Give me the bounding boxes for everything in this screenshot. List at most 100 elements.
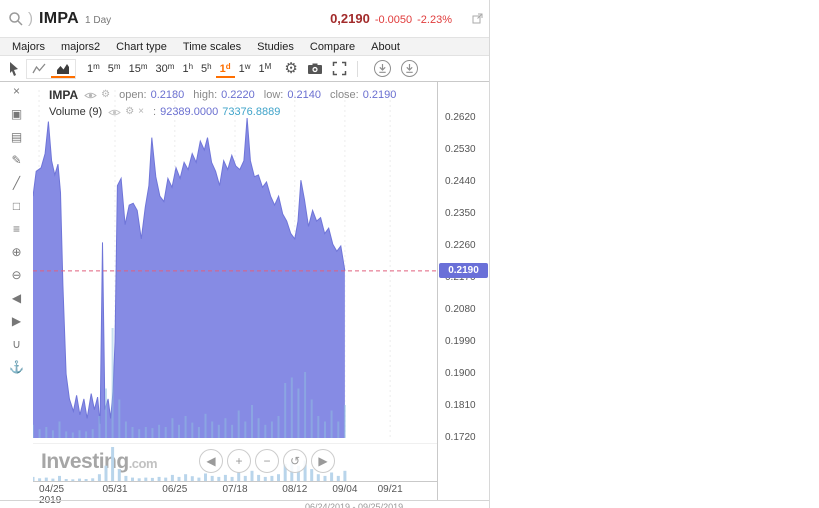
x-axis-label: 04/25 2019 [39, 484, 65, 506]
pan-right-button[interactable]: ▶ [311, 449, 335, 473]
menu-item-majors2[interactable]: majors2 [61, 40, 101, 53]
timeframe-5h[interactable]: 5h [201, 62, 212, 75]
last-price: 0,2190 [330, 11, 370, 26]
volume-study-label: Volume (9) [49, 106, 103, 118]
volume-eye-icon[interactable] [108, 108, 121, 117]
navigator-volume-bars [33, 447, 347, 481]
timeframe-1w[interactable]: 1w [238, 62, 251, 75]
y-axis-label: 0.2530 [445, 144, 476, 155]
trend-line-icon[interactable]: ╱ [12, 176, 21, 190]
menu-item-majors[interactable]: Majors [12, 40, 46, 53]
search-icon[interactable] [8, 11, 24, 27]
volume-separator: : [153, 106, 157, 118]
pan-left-button[interactable]: ◀ [199, 449, 223, 473]
play-tool-icon[interactable]: ▶ [11, 314, 22, 328]
timeframe-caption: 1 Day [85, 14, 112, 26]
bottom-border [0, 500, 489, 501]
area-chart-icon[interactable] [51, 60, 75, 78]
close-icon[interactable]: × [12, 84, 20, 98]
zoom-in-button[interactable]: + [227, 449, 251, 473]
open-label: open: [119, 89, 147, 101]
chart-type-group [26, 58, 76, 79]
y-axis-label: 0.1990 [445, 336, 476, 347]
current-price-tag: 0.2190 [439, 262, 488, 278]
x-axis-label: 08/12 [282, 484, 308, 495]
visibility-eye-icon[interactable] [84, 91, 97, 100]
price-change: -0.0050 [374, 14, 413, 26]
navigator-buttons: ◀ + − ↺ ▶ [199, 449, 335, 473]
camera-icon[interactable] [307, 62, 323, 75]
y-axis-label: 0.2620 [445, 112, 476, 123]
reset-view-button[interactable]: ↺ [283, 449, 307, 473]
parallel-lines-icon[interactable]: ≡ [12, 222, 20, 236]
timeframe-1d[interactable]: 1d [215, 59, 235, 78]
price-area-chart[interactable] [33, 82, 437, 443]
symbol-title: IMPA [39, 9, 80, 27]
alert-tool-icon[interactable]: ◀ [11, 291, 22, 305]
timeframe-5m[interactable]: 5m [107, 62, 121, 75]
y-axis-label: 0.2440 [445, 176, 476, 187]
anchor-tool-icon[interactable]: ⚓ [9, 360, 24, 374]
low-label: low: [263, 89, 284, 101]
settings-gear-icon[interactable]: ⚙ [284, 59, 298, 77]
x-axis-label: 07/18 [222, 484, 248, 495]
volume-settings-icon[interactable]: ⚙ [125, 106, 135, 117]
open-value: 0.2180 [150, 89, 185, 101]
popout-icon[interactable] [472, 13, 483, 24]
magnet-tool-icon[interactable]: ∪ [12, 337, 21, 351]
menu-item-time-scales[interactable]: Time scales [182, 40, 242, 53]
menu-item-about[interactable]: About [371, 40, 400, 53]
x-axis-label: 09/21 [377, 484, 403, 495]
close-value: 0.2190 [362, 89, 397, 101]
chart-toolbar: 1m 5m 15m 30m 1h 5h 1d 1w 1M ⚙ [0, 56, 489, 82]
x-axis-label: 05/31 [102, 484, 128, 495]
chart-navigator[interactable]: Investing.com ◀ + − ↺ ▶ [33, 443, 437, 481]
y-axis-label: 0.2080 [445, 304, 476, 315]
y-axis-label: 0.1810 [445, 400, 476, 411]
x-axis[interactable]: 04/25 2019 05/31 06/25 07/18 08/12 09/04 09/21 [33, 481, 437, 506]
toolbar-divider [356, 60, 358, 77]
series-settings-icon[interactable]: ⚙ [101, 89, 111, 100]
x-axis-label: 06/25 [162, 484, 188, 495]
panel-handle-icon[interactable]: ) [28, 10, 33, 27]
menu-item-studies[interactable]: Studies [257, 40, 294, 53]
volume-value-2: 73376.8889 [222, 106, 281, 118]
y-axis-label: 0.2260 [445, 240, 476, 251]
volume-value-1: 92389.0000 [160, 106, 219, 118]
timeframe-15m[interactable]: 15m [128, 62, 148, 75]
y-axis-label: 0.1720 [445, 432, 476, 443]
indicators-icon[interactable]: ▤ [10, 130, 23, 144]
download-data-icon[interactable] [400, 59, 419, 78]
menu-item-chart-type[interactable]: Chart type [116, 40, 167, 53]
timeframe-30m[interactable]: 30m [155, 62, 175, 75]
price-block: 0,2190 -0.0050 -2.23% [330, 11, 452, 26]
price-change-percent: -2.23% [417, 14, 452, 26]
top-bar: ) IMPA 1 Day 0,2190 -0.0050 -2.23% [0, 0, 489, 37]
annotation-icon[interactable]: ✎ [11, 153, 22, 167]
visible-range-label: 06/24/2019 - 09/25/2019 [305, 502, 404, 508]
fullscreen-icon[interactable] [332, 61, 347, 76]
high-label: high: [193, 89, 218, 101]
menu-item-compare[interactable]: Compare [309, 40, 356, 53]
zoom-out-tool-icon[interactable]: ⊖ [11, 268, 22, 282]
pointer-tool-icon[interactable] [6, 61, 22, 77]
main-chart-area[interactable]: IMPA ⚙ open: 0.2180 high: 0.2220 low: 0.… [33, 82, 437, 443]
timeframe-1h[interactable]: 1h [182, 62, 194, 75]
zoom-out-button[interactable]: − [255, 449, 279, 473]
line-chart-icon[interactable] [27, 60, 51, 78]
menu-bar: Majors majors2 Chart type Time scales St… [0, 37, 489, 56]
timeframe-1M[interactable]: 1M [258, 62, 272, 75]
y-axis-label: 0.1900 [445, 368, 476, 379]
download-image-icon[interactable] [373, 59, 392, 78]
y-axis[interactable]: 0.17200.18100.19000.19900.20800.21700.22… [437, 82, 489, 500]
close-label: close: [330, 89, 359, 101]
volume-remove-icon[interactable]: × [138, 106, 145, 117]
rectangle-tool-icon[interactable]: □ [12, 199, 21, 213]
zoom-in-tool-icon[interactable]: ⊕ [11, 245, 22, 259]
cursor-tool-icon[interactable]: ▣ [10, 107, 23, 121]
chart-widget: ) IMPA 1 Day 0,2190 -0.0050 -2.23% Major… [0, 0, 490, 508]
timeframe-1m[interactable]: 1m [87, 62, 100, 75]
high-value: 0.2220 [221, 89, 255, 101]
low-value: 0.2140 [287, 89, 321, 101]
chart-legend: IMPA ⚙ open: 0.2180 high: 0.2220 low: 0.… [49, 88, 396, 122]
